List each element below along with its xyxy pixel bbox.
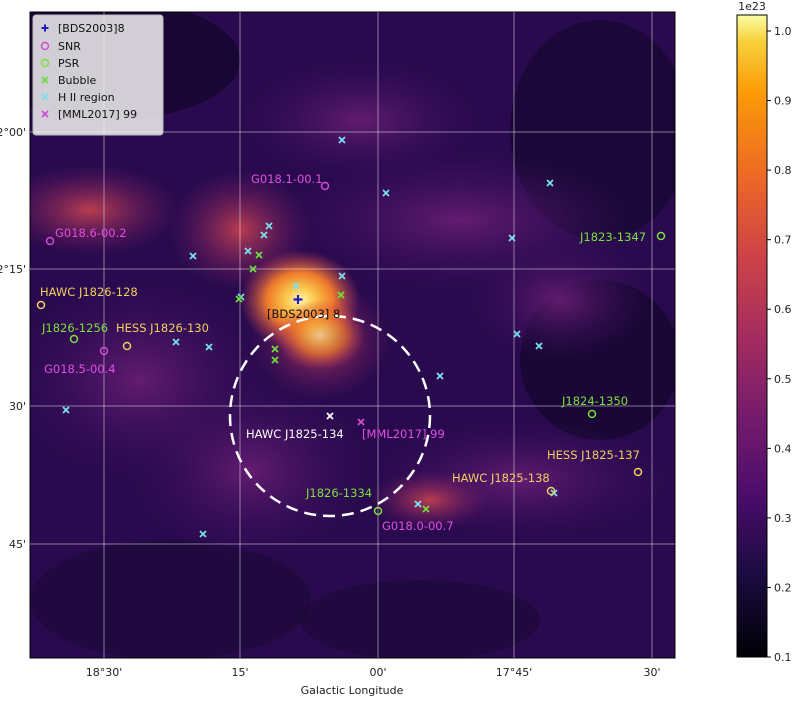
gamma-source-marker xyxy=(633,467,643,477)
legend-label: Bubble xyxy=(58,74,97,87)
bubble-markers xyxy=(235,251,430,513)
psr-marker xyxy=(69,334,79,344)
y-tick-label: -12°00' xyxy=(0,126,26,139)
mml2017-99-marker xyxy=(357,418,365,426)
hii-region-marker xyxy=(260,231,268,239)
legend-label: [BDS2003]8 xyxy=(58,22,125,35)
hii-region-marker xyxy=(513,330,521,338)
colorbar-tick-label: 0.1 xyxy=(774,651,792,664)
snr-marker xyxy=(45,236,55,246)
colorbar-tick-label: 0.5 xyxy=(774,373,792,386)
psr-marker xyxy=(587,409,597,419)
hii-region-marker xyxy=(172,338,180,346)
hii-region-marker xyxy=(265,222,273,230)
annotation-label: G018.1-00.1 xyxy=(251,172,323,186)
y-tick-label: 45' xyxy=(9,538,26,551)
gamma-source-marker xyxy=(546,486,556,496)
snr-marker xyxy=(99,346,109,356)
column-density-heatmap xyxy=(30,12,675,658)
plot-frame xyxy=(29,11,676,659)
legend-label: PSR xyxy=(58,57,80,70)
legend-label: [MML2017] 99 xyxy=(58,108,137,121)
annotation-label: HESS J1826-130 xyxy=(116,321,209,335)
annotation-label: J1826-1256 xyxy=(41,321,108,335)
annotation-label: G018.6-00.2 xyxy=(55,226,127,240)
x-tick-label: 15' xyxy=(231,666,248,679)
legend-marker-x xyxy=(41,110,49,118)
hii-region-marker xyxy=(244,247,252,255)
legend-marker-plus xyxy=(41,24,49,32)
hii-region-marker xyxy=(535,342,543,350)
colorbar-tick-label: 0.8 xyxy=(774,164,792,177)
colorbar-tick-label: 0.7 xyxy=(774,234,792,247)
gamma-source-markers xyxy=(36,300,643,496)
hawc-extent-circle xyxy=(228,314,432,518)
psr-markers xyxy=(69,231,666,516)
colorbar-tick-label: 1.0 xyxy=(774,25,792,38)
gamma-source-marker xyxy=(122,341,132,351)
bubble-marker xyxy=(271,356,279,364)
legend-marker-x xyxy=(41,76,49,84)
colorbar-tick-label: 0.2 xyxy=(774,581,792,594)
hii-region-marker xyxy=(414,500,422,508)
hii-region-marker xyxy=(189,252,197,260)
bds2003-8-marker xyxy=(293,295,303,304)
snr-markers xyxy=(45,181,330,356)
x-tick-label: 18°30' xyxy=(86,666,123,679)
bubble-marker xyxy=(271,345,279,353)
legend-marker-x xyxy=(41,93,49,101)
annotation-label: HAWC J1825-138 xyxy=(452,471,550,485)
psr-marker xyxy=(373,506,383,516)
psr-marker xyxy=(656,231,666,241)
annotation-label: J1826-1334 xyxy=(305,486,372,500)
annotation-label: [BDS2003] 8 xyxy=(267,307,340,321)
gamma-source-marker xyxy=(36,300,46,310)
hii-region-marker xyxy=(508,234,516,242)
annotation-label: G018.0-00.7 xyxy=(382,519,454,533)
colorbar-tick-label: 0.6 xyxy=(774,303,792,316)
hii-region-markers xyxy=(62,136,558,538)
colorbar: 1e23 0.1 0.2 0.3 0.4 0.5 0.6 0.7 0.8 0.9 1.0 xyxy=(736,0,792,664)
hii-region-marker xyxy=(382,189,390,197)
bubble-marker xyxy=(255,251,263,259)
colorbar-tick-label: 0.3 xyxy=(774,512,792,525)
bubble-marker xyxy=(422,505,430,513)
hii-region-marker xyxy=(205,343,213,351)
hii-region-marker xyxy=(199,530,207,538)
bubble-marker xyxy=(249,265,257,273)
y-tick-label: -12°15' xyxy=(0,263,26,276)
hii-region-marker xyxy=(338,136,346,144)
x-tick-label: 17°45' xyxy=(496,666,533,679)
x-tick-label: 30' xyxy=(643,666,660,679)
annotation-label: HAWC J1825-134 xyxy=(246,427,344,441)
bubble-marker xyxy=(235,295,243,303)
y-tick-label: 30' xyxy=(9,400,26,413)
x-axis-label: Galactic Longitude xyxy=(301,684,404,697)
legend-label: SNR xyxy=(58,40,81,53)
legend-label: H II region xyxy=(58,91,115,104)
annotation-label: J1823-1347 xyxy=(579,230,646,244)
hii-region-marker xyxy=(436,372,444,380)
hii-region-marker xyxy=(292,282,300,290)
snr-marker xyxy=(320,181,330,191)
bubble-marker xyxy=(337,291,345,299)
legend-marker-circle xyxy=(40,58,50,68)
hii-region-marker xyxy=(338,272,346,280)
annotation-label: HAWC J1826-128 xyxy=(40,285,138,299)
annotation-label: J1824-1350 xyxy=(561,394,628,408)
x-tick-label: 00' xyxy=(369,666,386,679)
legend-marker-circle xyxy=(40,41,50,51)
colorbar-tick-label: 0.4 xyxy=(774,442,792,455)
annotation-label: [MML2017] 99 xyxy=(362,427,445,441)
annotation-label: G018.5-00.4 xyxy=(44,362,116,376)
hii-region-marker xyxy=(546,179,554,187)
hii-region-marker xyxy=(62,406,70,414)
colorbar-tick-label: 0.9 xyxy=(774,95,792,108)
colorbar-multiplier: 1e23 xyxy=(738,0,766,13)
legend: [BDS2003]8 SNR PSR Bubble H II region [M… xyxy=(32,14,164,136)
annotation-label: HESS J1825-137 xyxy=(547,448,640,462)
hawc-j1825-134-marker xyxy=(326,412,334,420)
